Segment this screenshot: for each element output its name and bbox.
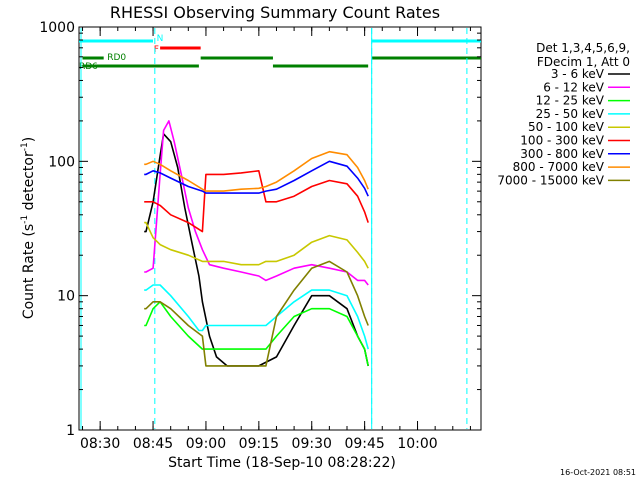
y-axis-label-main: Count Rate (s bbox=[21, 224, 37, 319]
legend-label-5: 100 - 300 keV bbox=[520, 134, 604, 148]
flag-label-rd6: RD6 bbox=[79, 62, 98, 72]
series-line-5 bbox=[144, 170, 369, 233]
series-line-2 bbox=[144, 300, 369, 367]
series-line-7 bbox=[144, 150, 369, 192]
legend: Det 1,3,4,5,6,9, FDecim 1, Att 0 3 - 6 k… bbox=[497, 41, 630, 187]
x-tick-label: 10:00 bbox=[397, 436, 437, 452]
y-tick-label: 1 bbox=[66, 423, 75, 439]
legend-label-4: 50 - 100 keV bbox=[528, 120, 605, 134]
y-axis-label-sup1: -1 bbox=[20, 215, 30, 224]
y-tick-label: 10 bbox=[57, 289, 75, 305]
y-axis-label-mid: detector bbox=[21, 151, 37, 215]
chart-title: RHESSI Observing Summary Count Rates bbox=[110, 3, 440, 22]
x-axis-label: Start Time (18-Sep-10 08:28:22) bbox=[168, 455, 396, 471]
plot-area bbox=[78, 26, 482, 431]
flags-layer: NF RD0 RD6 bbox=[79, 34, 481, 72]
series-line-0 bbox=[144, 133, 369, 367]
legend-label-8: 7000 - 15000 keV bbox=[497, 173, 604, 187]
x-tick-label: 09:30 bbox=[292, 436, 332, 452]
y-axis-label: Count Rate (s-1 detector-1) bbox=[20, 137, 37, 319]
series-line-6 bbox=[144, 160, 369, 197]
legend-header-line-1: Det 1,3,4,5,6,9, bbox=[536, 41, 630, 55]
legend-label-2: 12 - 25 keV bbox=[536, 94, 605, 108]
y-axis-label-sup2: -1 bbox=[20, 142, 30, 151]
x-tick-label: 09:15 bbox=[239, 436, 279, 452]
x-axis: 08:30 08:45 09:00 09:15 09:30 09:45 10:00 bbox=[80, 27, 471, 452]
legend-label-3: 25 - 50 keV bbox=[536, 107, 605, 121]
series-line-8 bbox=[144, 260, 369, 367]
x-tick-label: 09:45 bbox=[344, 436, 384, 452]
legend-header-line-2: FDecim 1, Att 0 bbox=[537, 55, 630, 69]
flag-label-f: F bbox=[154, 45, 159, 55]
y-axis: 1 10 100 1000 bbox=[39, 20, 481, 439]
series-line-3 bbox=[144, 284, 369, 350]
timestamp: 16-Oct-2021 08:51 bbox=[560, 468, 636, 477]
y-axis-label-end: ) bbox=[21, 137, 37, 142]
series-layer bbox=[144, 120, 369, 367]
legend-label-0: 3 - 6 keV bbox=[551, 67, 605, 81]
x-tick-label: 08:30 bbox=[80, 436, 120, 452]
flag-label-n: N bbox=[157, 34, 164, 44]
vertical-lines-layer bbox=[80, 28, 468, 429]
plot-frame bbox=[78, 26, 482, 431]
legend-label-1: 6 - 12 keV bbox=[543, 80, 605, 94]
series-line-1 bbox=[144, 120, 369, 286]
y-tick-label: 1000 bbox=[39, 20, 75, 36]
series-line-4 bbox=[144, 221, 369, 269]
legend-label-6: 300 - 800 keV bbox=[520, 147, 604, 161]
legend-label-7: 800 - 7000 keV bbox=[513, 160, 605, 174]
x-tick-label: 08:45 bbox=[133, 436, 173, 452]
flag-label-rd0: RD0 bbox=[107, 53, 126, 63]
y-tick-label: 100 bbox=[48, 154, 75, 170]
x-tick-label: 09:00 bbox=[186, 436, 226, 452]
